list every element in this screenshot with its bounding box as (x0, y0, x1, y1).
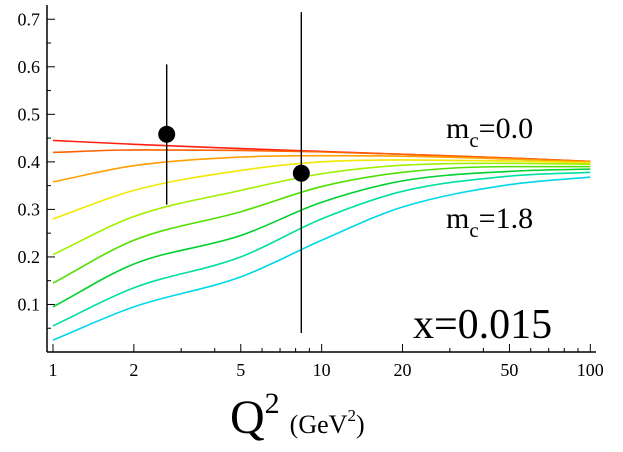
annotation-mc-bottom: mc=1.8 (446, 202, 533, 242)
data-point-1 (158, 125, 176, 143)
series-line-7 (52, 168, 591, 308)
y-tick-label: 0.2 (18, 247, 41, 267)
axes: 1 2 5 10 20 50 100 0.1 0.2 0.3 0.4 0.5 0.6 0.7 (18, 5, 604, 380)
y-tick-label: 0.6 (18, 57, 41, 77)
x-tick-label: 100 (577, 360, 604, 380)
x-tick-label: 1 (48, 360, 57, 380)
curves (52, 139, 591, 341)
series-line-6 (52, 165, 591, 284)
x-axis-label: Q2(GeV2) (230, 387, 365, 444)
x-tick-label: 10 (313, 360, 331, 380)
annotation-x-value: x=0.015 (413, 302, 552, 348)
x-tick-label: 2 (129, 360, 138, 380)
y-tick-label: 0.4 (18, 152, 41, 172)
data-points (158, 12, 310, 333)
y-tick-label: 0.5 (18, 104, 41, 124)
y-tick-label: 0.7 (18, 9, 41, 29)
x-tick-label: 20 (394, 360, 412, 380)
annotation-mc-top: mc=0.0 (446, 112, 533, 152)
x-tick-label: 5 (236, 360, 245, 380)
series-line-4 (52, 159, 591, 220)
y-tick-label: 0.1 (18, 294, 41, 314)
series-line-9 (52, 176, 591, 341)
series-line-3 (52, 154, 591, 183)
series-line-8 (52, 171, 591, 327)
series-line-5 (52, 162, 591, 256)
data-point-2 (292, 164, 310, 182)
y-tick-label: 0.3 (18, 199, 41, 219)
series-line-2 (52, 149, 591, 163)
x-tick-label: 50 (500, 360, 518, 380)
